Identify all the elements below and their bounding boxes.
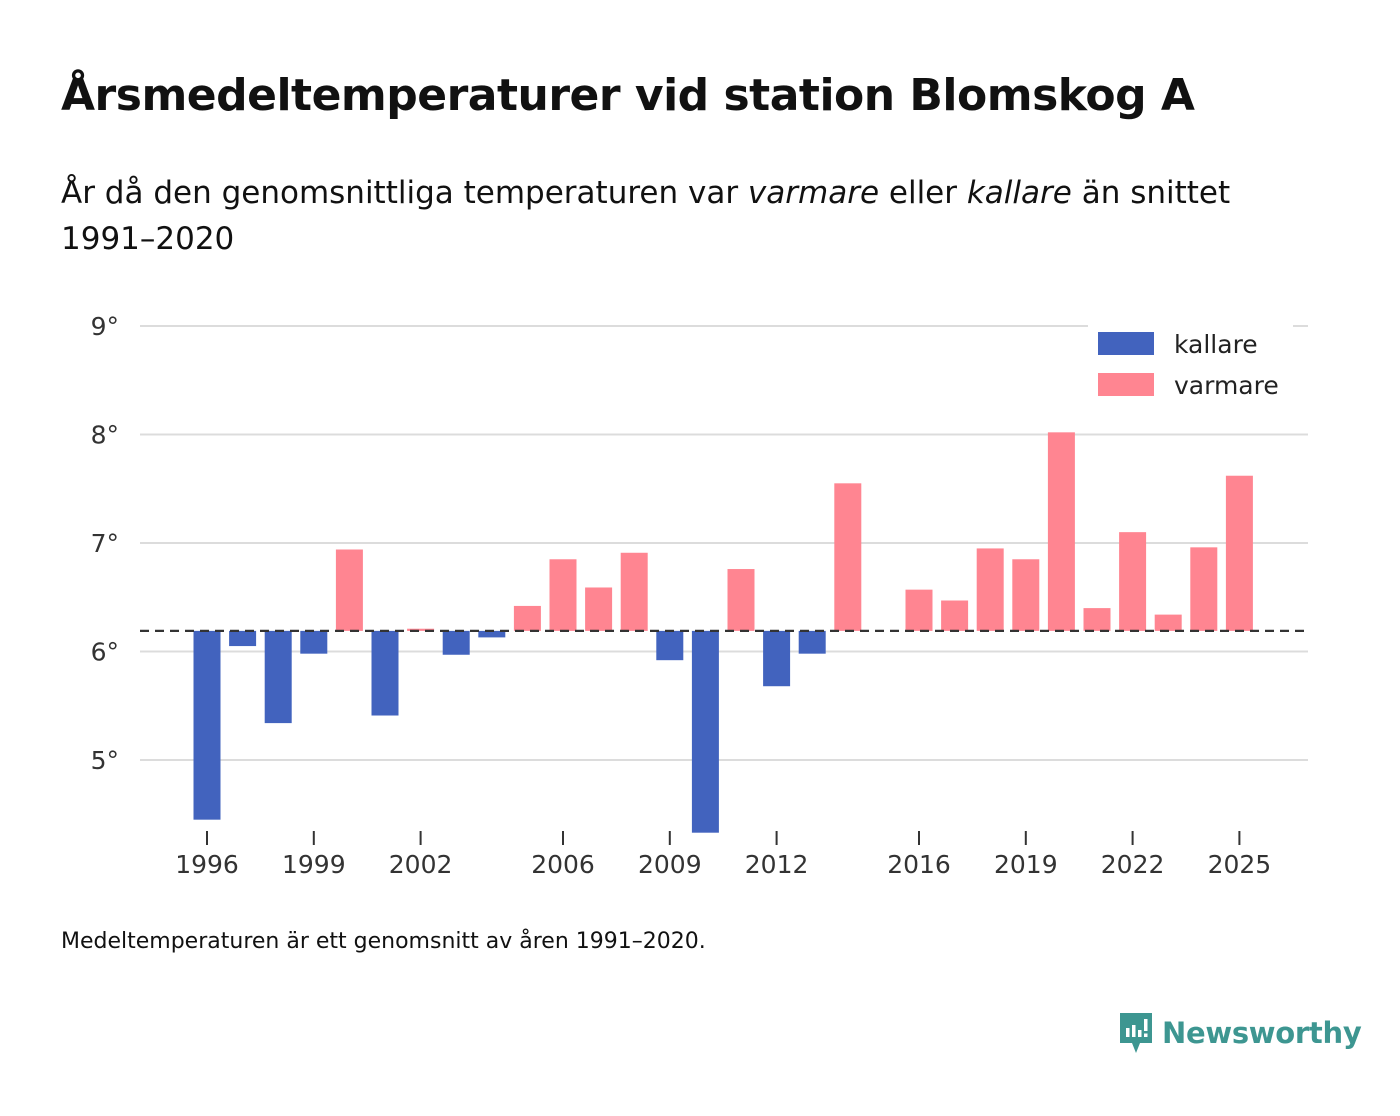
- y-tick-label: 6°: [91, 638, 119, 667]
- bar-warmer: [513, 605, 541, 631]
- bar-colder: [264, 630, 292, 724]
- bar-colder: [229, 630, 257, 647]
- bar-warmer: [1119, 532, 1147, 631]
- subtitle-text-3: än snittet 1991–2020: [61, 175, 1231, 257]
- bar-warmer: [1190, 547, 1218, 631]
- x-tick-label: 1996: [175, 850, 239, 879]
- footnote: Medeltemperaturen är ett genomsnitt av å…: [61, 929, 706, 954]
- x-tick-label: 2002: [389, 850, 453, 879]
- temperature-bar-chart: 5° 6° 7° 8° 9° 1996 1999 2002 2006 2009 2012 2016 20…: [91, 312, 1308, 879]
- y-tick-label: 8°: [91, 421, 119, 450]
- x-tick-label: 2019: [994, 850, 1058, 879]
- legend-label-warmer: varmare: [1174, 371, 1279, 400]
- legend-swatch-warmer: [1098, 373, 1154, 396]
- x-tick-label: 2025: [1208, 850, 1272, 879]
- bar-colder: [300, 630, 328, 654]
- bar-warmer: [1012, 559, 1040, 631]
- bar-colder: [478, 630, 506, 638]
- legend-label-colder: kallare: [1174, 330, 1258, 359]
- bar-warmer: [905, 589, 933, 631]
- bar-warmer: [335, 549, 363, 631]
- bar-colder: [442, 630, 470, 655]
- y-tick-label: 5°: [91, 746, 119, 775]
- x-tick-label: 2006: [531, 850, 595, 879]
- bar-colder: [371, 630, 399, 716]
- brand-logo: Newsworthy: [1118, 1011, 1362, 1055]
- bar-colder: [763, 630, 791, 687]
- subtitle-text-2: eller: [879, 175, 967, 211]
- bar-warmer: [549, 559, 577, 631]
- brand-name: Newsworthy: [1162, 1016, 1362, 1050]
- bar-warmer: [1047, 432, 1075, 631]
- legend-swatch-colder: [1098, 332, 1154, 355]
- bar-colder: [193, 630, 221, 820]
- y-tick-label: 9°: [91, 312, 119, 341]
- x-tick-label: 2009: [638, 850, 702, 879]
- bar-warmer: [620, 552, 648, 631]
- subtitle-colder: kallare: [966, 175, 1072, 211]
- bar-warmer: [1154, 614, 1182, 631]
- bar-warmer: [834, 483, 862, 631]
- bar-warmer: [585, 587, 613, 631]
- x-tick-label: 1999: [282, 850, 346, 879]
- bar-warmer: [407, 628, 435, 631]
- x-tick-label: 2022: [1101, 850, 1165, 879]
- bar-colder: [798, 630, 826, 654]
- bar-warmer: [976, 548, 1004, 631]
- x-tick-label: 2012: [745, 850, 809, 879]
- subtitle-text-1: År då den genomsnittliga temperaturen va…: [61, 175, 748, 211]
- bar-colder: [691, 630, 719, 833]
- newsworthy-logo-icon: [1120, 1013, 1152, 1053]
- y-tick-label: 7°: [91, 529, 119, 558]
- subtitle-warmer: varmare: [747, 175, 880, 211]
- bar-warmer: [1083, 608, 1111, 631]
- chart-title: Årsmedeltemperaturer vid station Blomsko…: [61, 70, 1195, 121]
- bar-warmer: [727, 569, 755, 631]
- bar-warmer: [941, 600, 969, 631]
- bar-warmer: [1225, 475, 1253, 631]
- chart-subtitle: År då den genomsnittliga temperaturen va…: [61, 170, 1281, 262]
- x-tick-label: 2016: [887, 850, 951, 879]
- bar-colder: [656, 630, 684, 661]
